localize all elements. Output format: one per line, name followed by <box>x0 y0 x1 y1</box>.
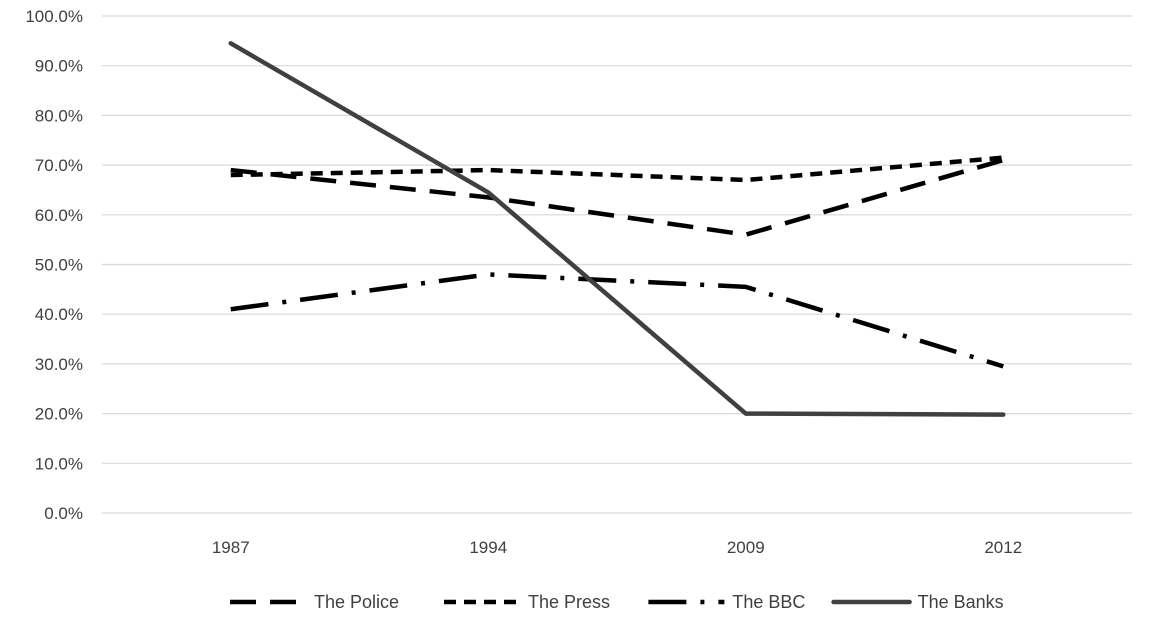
legend-label: The BBC <box>732 592 805 612</box>
y-tick-label: 80.0% <box>35 106 83 125</box>
x-tick-label: 1994 <box>469 538 507 557</box>
legend: The Police The Press The BBC The Banks <box>230 592 1004 612</box>
gridlines <box>102 15 1132 514</box>
series-line-the-press <box>230 155 1004 183</box>
y-tick-label: 70.0% <box>35 156 83 175</box>
y-tick-label: 50.0% <box>35 256 83 275</box>
y-tick-label: 40.0% <box>35 305 83 324</box>
y-tick-label: 10.0% <box>35 454 83 473</box>
legend-label: The Press <box>528 592 610 612</box>
y-axis-tick-labels: 0.0% 10.0% 20.0% 30.0% 40.0% 50.0% 60.0% 70.0% 8… <box>25 7 83 523</box>
series-line-the-police <box>230 157 1004 237</box>
x-axis-tick-labels: 1987 1994 2009 2012 <box>212 538 1022 557</box>
series-lines <box>228 41 1006 417</box>
y-tick-label: 20.0% <box>35 405 83 424</box>
y-tick-label: 100.0% <box>25 7 83 26</box>
y-tick-label: 0.0% <box>44 504 83 523</box>
y-tick-label: 60.0% <box>35 206 83 225</box>
legend-label: The Police <box>314 592 399 612</box>
series-line-the-bbc <box>230 272 1004 369</box>
legend-label: The Banks <box>918 592 1004 612</box>
y-tick-label: 90.0% <box>35 57 83 76</box>
x-tick-label: 2012 <box>984 538 1022 557</box>
y-tick-label: 30.0% <box>35 355 83 374</box>
series-line-the-banks <box>228 41 1006 417</box>
x-tick-label: 2009 <box>727 538 765 557</box>
x-tick-label: 1987 <box>212 538 250 557</box>
